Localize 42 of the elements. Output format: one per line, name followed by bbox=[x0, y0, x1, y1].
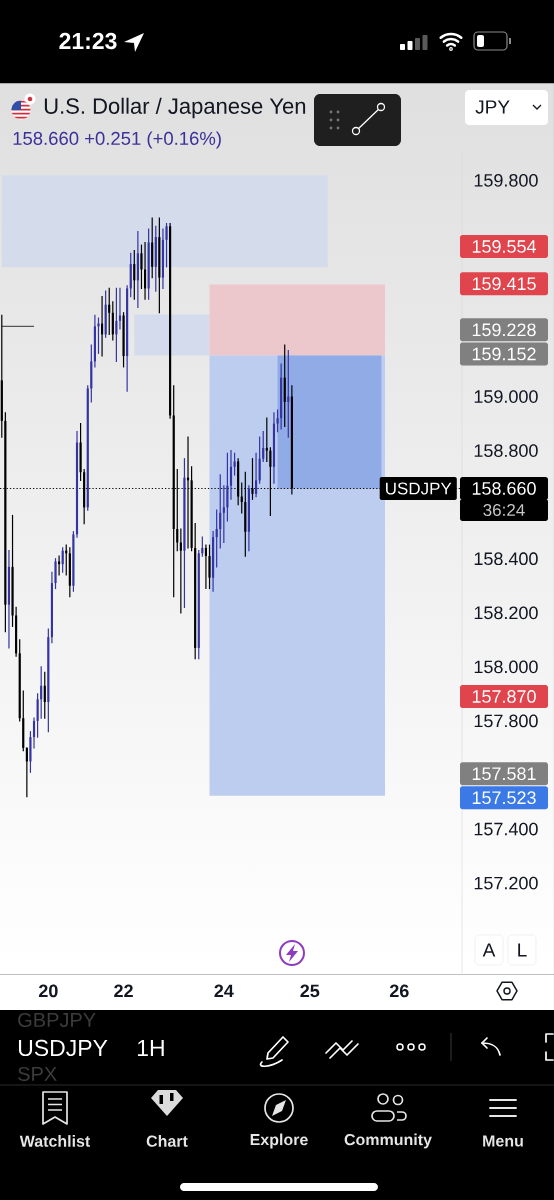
text: JPY bbox=[475, 100, 510, 114]
y-tick-label: 157.400 bbox=[474, 822, 538, 836]
x-tick-label: 24 bbox=[214, 984, 234, 998]
x-tick-label: 25 bbox=[300, 984, 320, 998]
y-tick-label: 158.800 bbox=[474, 444, 538, 457]
text: Watchlist bbox=[19, 1135, 91, 1147]
text: 36:24 bbox=[483, 503, 525, 517]
annotation: USDJPY bbox=[386, 482, 452, 495]
y-tick-label: 158.200 bbox=[474, 606, 538, 620]
chart-subtitle: 158.660 +0.251 (+0.16%) bbox=[13, 131, 221, 149]
text: L bbox=[518, 943, 527, 957]
y-tick-label: 158.400 bbox=[474, 552, 538, 566]
y-tick-label: 157.200 bbox=[474, 876, 538, 890]
text: Menu bbox=[483, 1135, 523, 1147]
y-tick-label: 159.800 bbox=[474, 173, 538, 187]
text: Explore bbox=[250, 1133, 308, 1149]
text: GBPJPY bbox=[18, 1012, 96, 1028]
text: 159.228 bbox=[472, 323, 536, 337]
text: 21:23 bbox=[59, 32, 117, 50]
y-tick-label: 159.000 bbox=[474, 390, 538, 403]
text: 157.581 bbox=[472, 767, 536, 781]
x-tick-label: 20 bbox=[38, 984, 58, 998]
text: 157.870 bbox=[472, 690, 536, 703]
y-tick-label: 157.800 bbox=[474, 714, 538, 728]
x-tick-label: 26 bbox=[389, 984, 409, 998]
candlestick bbox=[122, 312, 125, 368]
text: 157.523 bbox=[472, 791, 536, 805]
x-tick-label: 22 bbox=[114, 984, 133, 998]
text: Community bbox=[344, 1133, 432, 1149]
text: SPX bbox=[18, 1066, 57, 1082]
text: 159.415 bbox=[472, 277, 536, 291]
ref-line-label: 158.660 bbox=[472, 482, 536, 495]
text: 1H bbox=[137, 1040, 164, 1056]
text: 159.152 bbox=[472, 347, 536, 361]
candlestick bbox=[208, 544, 211, 590]
text: 159.554 bbox=[472, 240, 536, 253]
candlestick bbox=[183, 458, 186, 608]
text: USDJPY bbox=[18, 1039, 108, 1057]
text: Chart bbox=[146, 1135, 188, 1147]
text: A bbox=[482, 943, 496, 957]
chart-title: U.S. Dollar / Japanese Yen bbox=[44, 97, 306, 119]
y-tick-label: 158.000 bbox=[474, 660, 538, 674]
